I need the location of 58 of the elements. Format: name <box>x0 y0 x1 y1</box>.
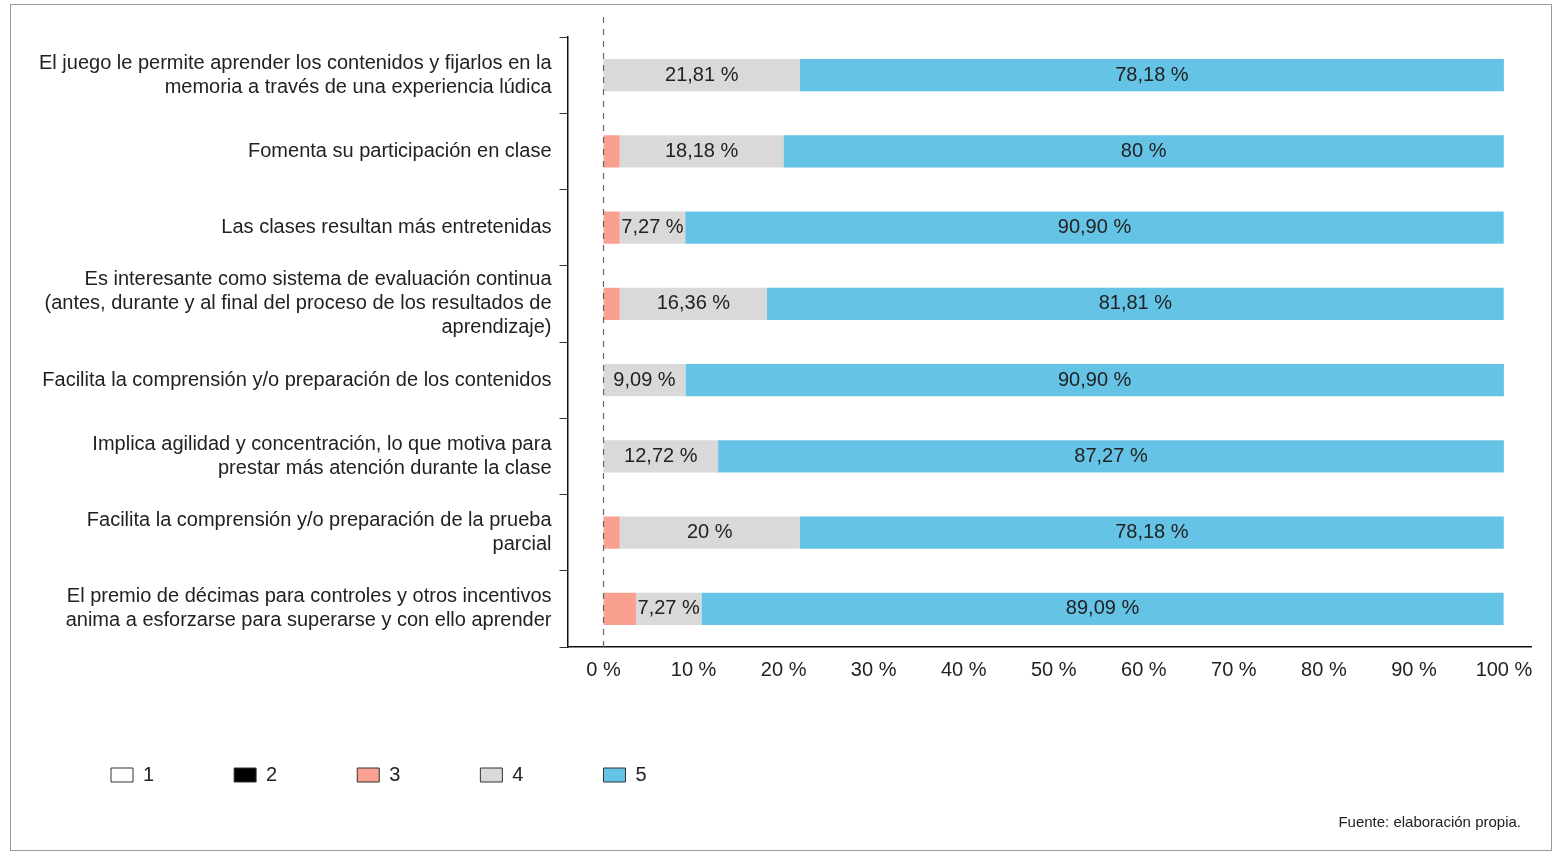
y-tick-label: Es interesante como sistema de evaluación continua (antes, durante y al final del proceso de los resultados de aprendizaje) <box>44 267 553 338</box>
x-tick-label: 60 % <box>1121 657 1167 680</box>
data-label: 89,09 % <box>1065 596 1140 619</box>
y-tick-label: El premio de décimas para controles y otros incentivos anima a esforzarse para superarse y con ello aprender <box>65 584 552 631</box>
bar <box>701 592 1504 626</box>
legend-label: 3 <box>389 762 401 785</box>
data-label: 7,27 % <box>621 215 684 238</box>
bar <box>619 135 784 168</box>
bar <box>799 516 1504 549</box>
x-tick-label: 50 % <box>1030 657 1077 680</box>
data-label: 90,90 % <box>1057 215 1132 238</box>
data-label: 20 % <box>686 520 733 543</box>
data-label: 78,18 % <box>1115 62 1189 85</box>
bar <box>685 211 1504 244</box>
data-label: 7,27 % <box>637 596 701 619</box>
x-tick-label: 0 % <box>586 657 621 680</box>
y-tick-label: Fomenta su participación en clase <box>248 138 552 161</box>
data-label: 78,18 % <box>1115 520 1189 543</box>
bar <box>767 287 1504 321</box>
bar <box>603 58 800 92</box>
legend-label: 5 <box>635 762 647 785</box>
y-tick-label: Implica agilidad y concentración, lo que motiva para prestar más atención durante la clase <box>92 431 553 478</box>
x-tick-label: 10 % <box>670 657 717 680</box>
x-tick-label: 20 % <box>760 657 807 680</box>
data-label: 18,18 % <box>664 138 739 161</box>
bar <box>603 135 620 168</box>
bar <box>603 516 620 549</box>
data-label: 81,81 % <box>1098 291 1173 314</box>
bar <box>799 58 1504 92</box>
bar <box>685 363 1504 397</box>
bar <box>718 440 1504 473</box>
x-tick-label: 80 % <box>1301 657 1347 680</box>
x-tick-label: 90 % <box>1391 657 1437 680</box>
data-label: 21,81 % <box>665 62 739 85</box>
y-tick-label: Las clases resultan más entretenidas <box>221 215 552 238</box>
x-tick-label: 30 % <box>850 657 897 680</box>
x-tick-label: 100 % <box>1475 657 1533 680</box>
data-label: 87,27 % <box>1074 443 1148 466</box>
data-label: 9,09 % <box>613 367 676 390</box>
data-label: 90,90 % <box>1057 367 1132 390</box>
y-tick-label: Facilita la comprensión y/o preparación de los contenidos <box>42 367 552 390</box>
bar <box>603 211 620 244</box>
data-label: 12,72 % <box>624 443 698 466</box>
data-label: 80 % <box>1120 138 1167 161</box>
x-tick-label: 40 % <box>940 657 987 680</box>
bar <box>603 440 719 473</box>
data-label: 16,36 % <box>656 291 731 314</box>
bar <box>783 135 1504 168</box>
y-tick-label: El juego le permite aprender los contenidos y fijarlos en la memoria a través de una experiencia lúdica <box>38 50 553 97</box>
legend-label: 1 <box>143 762 155 785</box>
y-tick-label: Facilita la comprensión y/o preparación de la prueba parcial <box>86 508 553 555</box>
source-note: Fuente: elaboración propia. <box>1338 813 1521 830</box>
bar <box>619 516 800 549</box>
bar <box>603 592 636 626</box>
bar <box>603 287 620 321</box>
legend-label: 2 <box>266 762 278 785</box>
legend-label: 4 <box>512 762 524 785</box>
x-tick-label: 70 % <box>1211 657 1257 680</box>
